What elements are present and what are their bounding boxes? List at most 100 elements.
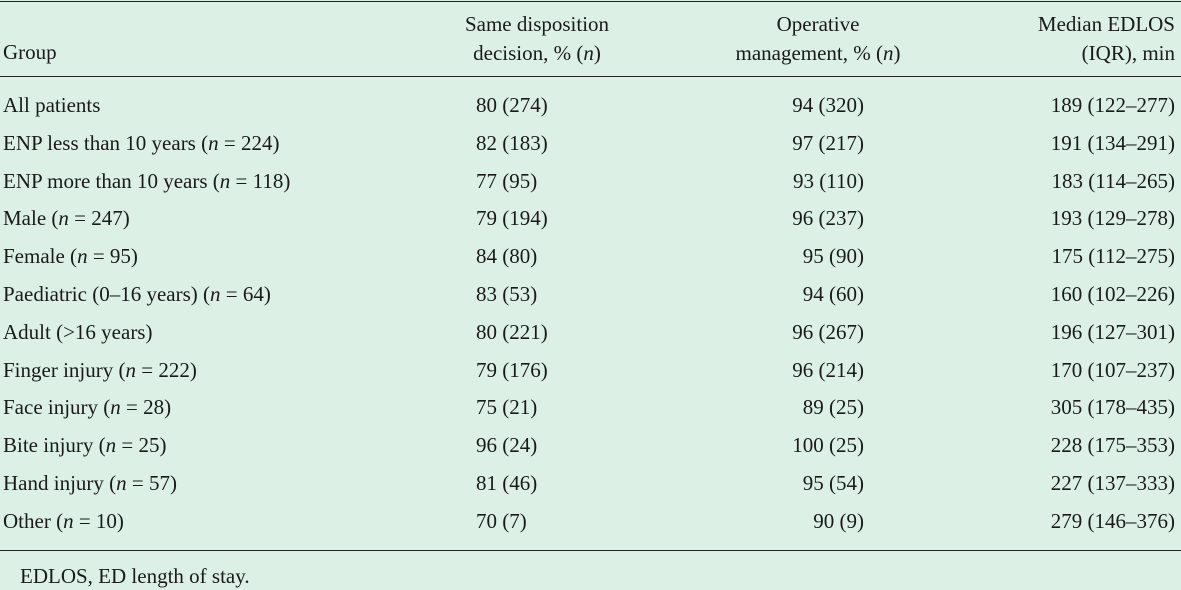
cell-group-label: Male ( <box>3 206 59 231</box>
cell-group: Male (n = 247) <box>3 200 130 238</box>
cell-same-disposition: 80 (221) <box>476 319 548 344</box>
table-row: Hand injury (n = 57) 81 (46) 95 (54) 227 (1… <box>0 465 1181 503</box>
cell-group-n: n = 247) <box>58 206 130 231</box>
n-symbol: n <box>63 508 74 533</box>
cell-group: Hand injury (n = 57) <box>3 465 177 503</box>
cell-same-disposition: 75 (21) <box>476 395 538 420</box>
cell-group: Finger injury (n = 222) <box>3 352 197 390</box>
cell-operative-management: 95 (54) <box>802 470 864 495</box>
cell-group: Adult (>16 years) <box>3 314 152 352</box>
table-row: Finger injury (n = 222) 79 (176) 96 (214) 1… <box>0 352 1181 390</box>
n-symbol: n <box>77 244 88 269</box>
cell-group-label: Paediatric (0–16 years) ( <box>3 281 210 306</box>
cell-group: Other (n = 10) <box>3 503 124 541</box>
cell-median-edlos: 279 (146–376) <box>1050 508 1175 533</box>
header-same-line2: decision, % (n) <box>412 39 662 68</box>
cell-median-edlos: 175 (112–275) <box>1051 244 1175 269</box>
table-bottom-rule <box>0 550 1181 551</box>
table-body: All patients 80 (274) 94 (320) 189 (122–277… <box>0 87 1181 541</box>
cell-group-n: n = 57) <box>116 470 177 495</box>
header-same-line2-prefix: decision, % ( <box>473 41 584 65</box>
cell-group: ENP less than 10 years (n = 224) <box>3 125 279 163</box>
table-row: Paediatric (0–16 years) (n = 64) 83 (53) 9… <box>0 276 1181 314</box>
table-row: ENP more than 10 years (n = 118) 77 (95) 9… <box>0 163 1181 201</box>
header-same-line2-suffix: ) <box>593 41 601 65</box>
cell-operative-management: 93 (110) <box>793 168 864 193</box>
header-median-edlos: Median EDLOS (IQR), min <box>955 10 1175 70</box>
header-same-line2-n: n <box>583 41 594 65</box>
n-symbol: n <box>125 357 136 382</box>
cell-same-disposition: 81 (46) <box>476 470 538 495</box>
cell-median-edlos: 196 (127–301) <box>1050 319 1175 344</box>
table-header: Group Same disposition decision, % (n) O… <box>0 10 1181 70</box>
cell-operative-management: 94 (320) <box>792 93 864 117</box>
cell-operative-management: 96 (214) <box>792 357 864 382</box>
cell-operative-management: 94 (60) <box>802 281 864 306</box>
cell-same-disposition: 96 (24) <box>476 433 538 458</box>
cell-group-n: n = 222) <box>125 357 197 382</box>
cell-group: Bite injury (n = 25) <box>3 427 167 465</box>
n-symbol: n <box>210 281 221 306</box>
n-symbol: n <box>116 470 127 495</box>
cell-median-edlos: 170 (107–237) <box>1050 357 1175 382</box>
cell-same-disposition: 79 (176) <box>476 357 548 382</box>
cell-group-label: Hand injury ( <box>3 470 117 495</box>
header-oper-line2: management, % (n) <box>693 39 943 68</box>
cell-group-n: n = 64) <box>210 281 271 306</box>
cell-median-edlos: 305 (178–435) <box>1050 395 1175 420</box>
header-group: Group <box>3 38 57 98</box>
table-row: Bite injury (n = 25) 96 (24) 100 (25) 228 (… <box>0 427 1181 465</box>
cell-group-n: n = 224) <box>208 130 280 155</box>
cell-group-label: Face injury ( <box>3 395 111 420</box>
n-symbol: n <box>105 433 117 458</box>
cell-operative-management: 100 (25) <box>792 433 864 458</box>
table-row: Adult (>16 years) 80 (221) 96 (267) 196 (12… <box>0 314 1181 352</box>
cell-group-label: Adult (>16 years) <box>3 319 153 344</box>
cell-same-disposition: 84 (80) <box>476 244 538 269</box>
cell-same-disposition: 70 (7) <box>476 508 527 533</box>
cell-operative-management: 96 (237) <box>792 206 864 231</box>
table-top-rule <box>0 1 1181 2</box>
cell-group-label: Female ( <box>3 244 78 269</box>
cell-operative-management: 96 (267) <box>792 319 864 344</box>
n-symbol: n <box>208 130 219 155</box>
table-row: ENP less than 10 years (n = 224) 82 (183)… <box>0 125 1181 163</box>
cell-same-disposition: 82 (183) <box>476 130 548 155</box>
header-oper-line2-prefix: management, % ( <box>735 41 884 65</box>
cell-group: ENP more than 10 years (n = 118) <box>3 163 290 201</box>
header-oper-line1: Operative <box>776 12 860 36</box>
cell-same-disposition: 83 (53) <box>476 281 538 306</box>
table-row: Male (n = 247) 79 (194) 96 (237) 193 (129–2… <box>0 200 1181 238</box>
cell-group-label: Bite injury ( <box>3 433 106 458</box>
cell-operative-management: 89 (25) <box>802 395 864 420</box>
cell-group-n: n = 10) <box>63 508 124 533</box>
table-row: Other (n = 10) 70 (7) 90 (9) 279 (146–376) <box>0 503 1181 541</box>
cell-median-edlos: 227 (137–333) <box>1050 470 1175 495</box>
header-oper-line2-suffix: ) <box>893 41 901 65</box>
cell-group-n: n = 118) <box>219 168 291 193</box>
header-same-disposition: Same disposition decision, % (n) <box>412 10 662 70</box>
cell-group-label: ENP more than 10 years ( <box>3 168 220 193</box>
n-symbol: n <box>219 168 231 193</box>
cell-same-disposition: 77 (95) <box>476 168 538 193</box>
cell-group-label: Finger injury ( <box>3 357 126 382</box>
header-edlos-line1: Median EDLOS <box>1037 12 1175 36</box>
cell-median-edlos: 228 (175–353) <box>1050 433 1175 458</box>
cell-operative-management: 97 (217) <box>792 130 864 155</box>
n-symbol: n <box>58 206 69 231</box>
cell-operative-management: 95 (90) <box>802 244 864 269</box>
cell-group-label: All patients <box>3 93 101 117</box>
cell-same-disposition: 80 (274) <box>476 93 548 117</box>
table-footnote: EDLOS, ED length of stay. <box>20 564 250 588</box>
cell-group-label: Other ( <box>3 508 64 533</box>
cell-group-n: n = 28) <box>110 395 172 420</box>
header-edlos-line2: (IQR), min <box>1081 41 1175 65</box>
table-row: Female (n = 95) 84 (80) 95 (90) 175 (112–27… <box>0 238 1181 276</box>
table-header-rule <box>0 76 1181 77</box>
cell-group: Paediatric (0–16 years) (n = 64) <box>3 276 271 314</box>
cell-median-edlos: 160 (102–226) <box>1050 281 1175 306</box>
header-oper-line2-n: n <box>883 41 894 65</box>
cell-median-edlos: 191 (134–291) <box>1050 130 1175 155</box>
header-group-label: Group <box>3 40 57 64</box>
cell-group: Female (n = 95) <box>3 238 138 276</box>
